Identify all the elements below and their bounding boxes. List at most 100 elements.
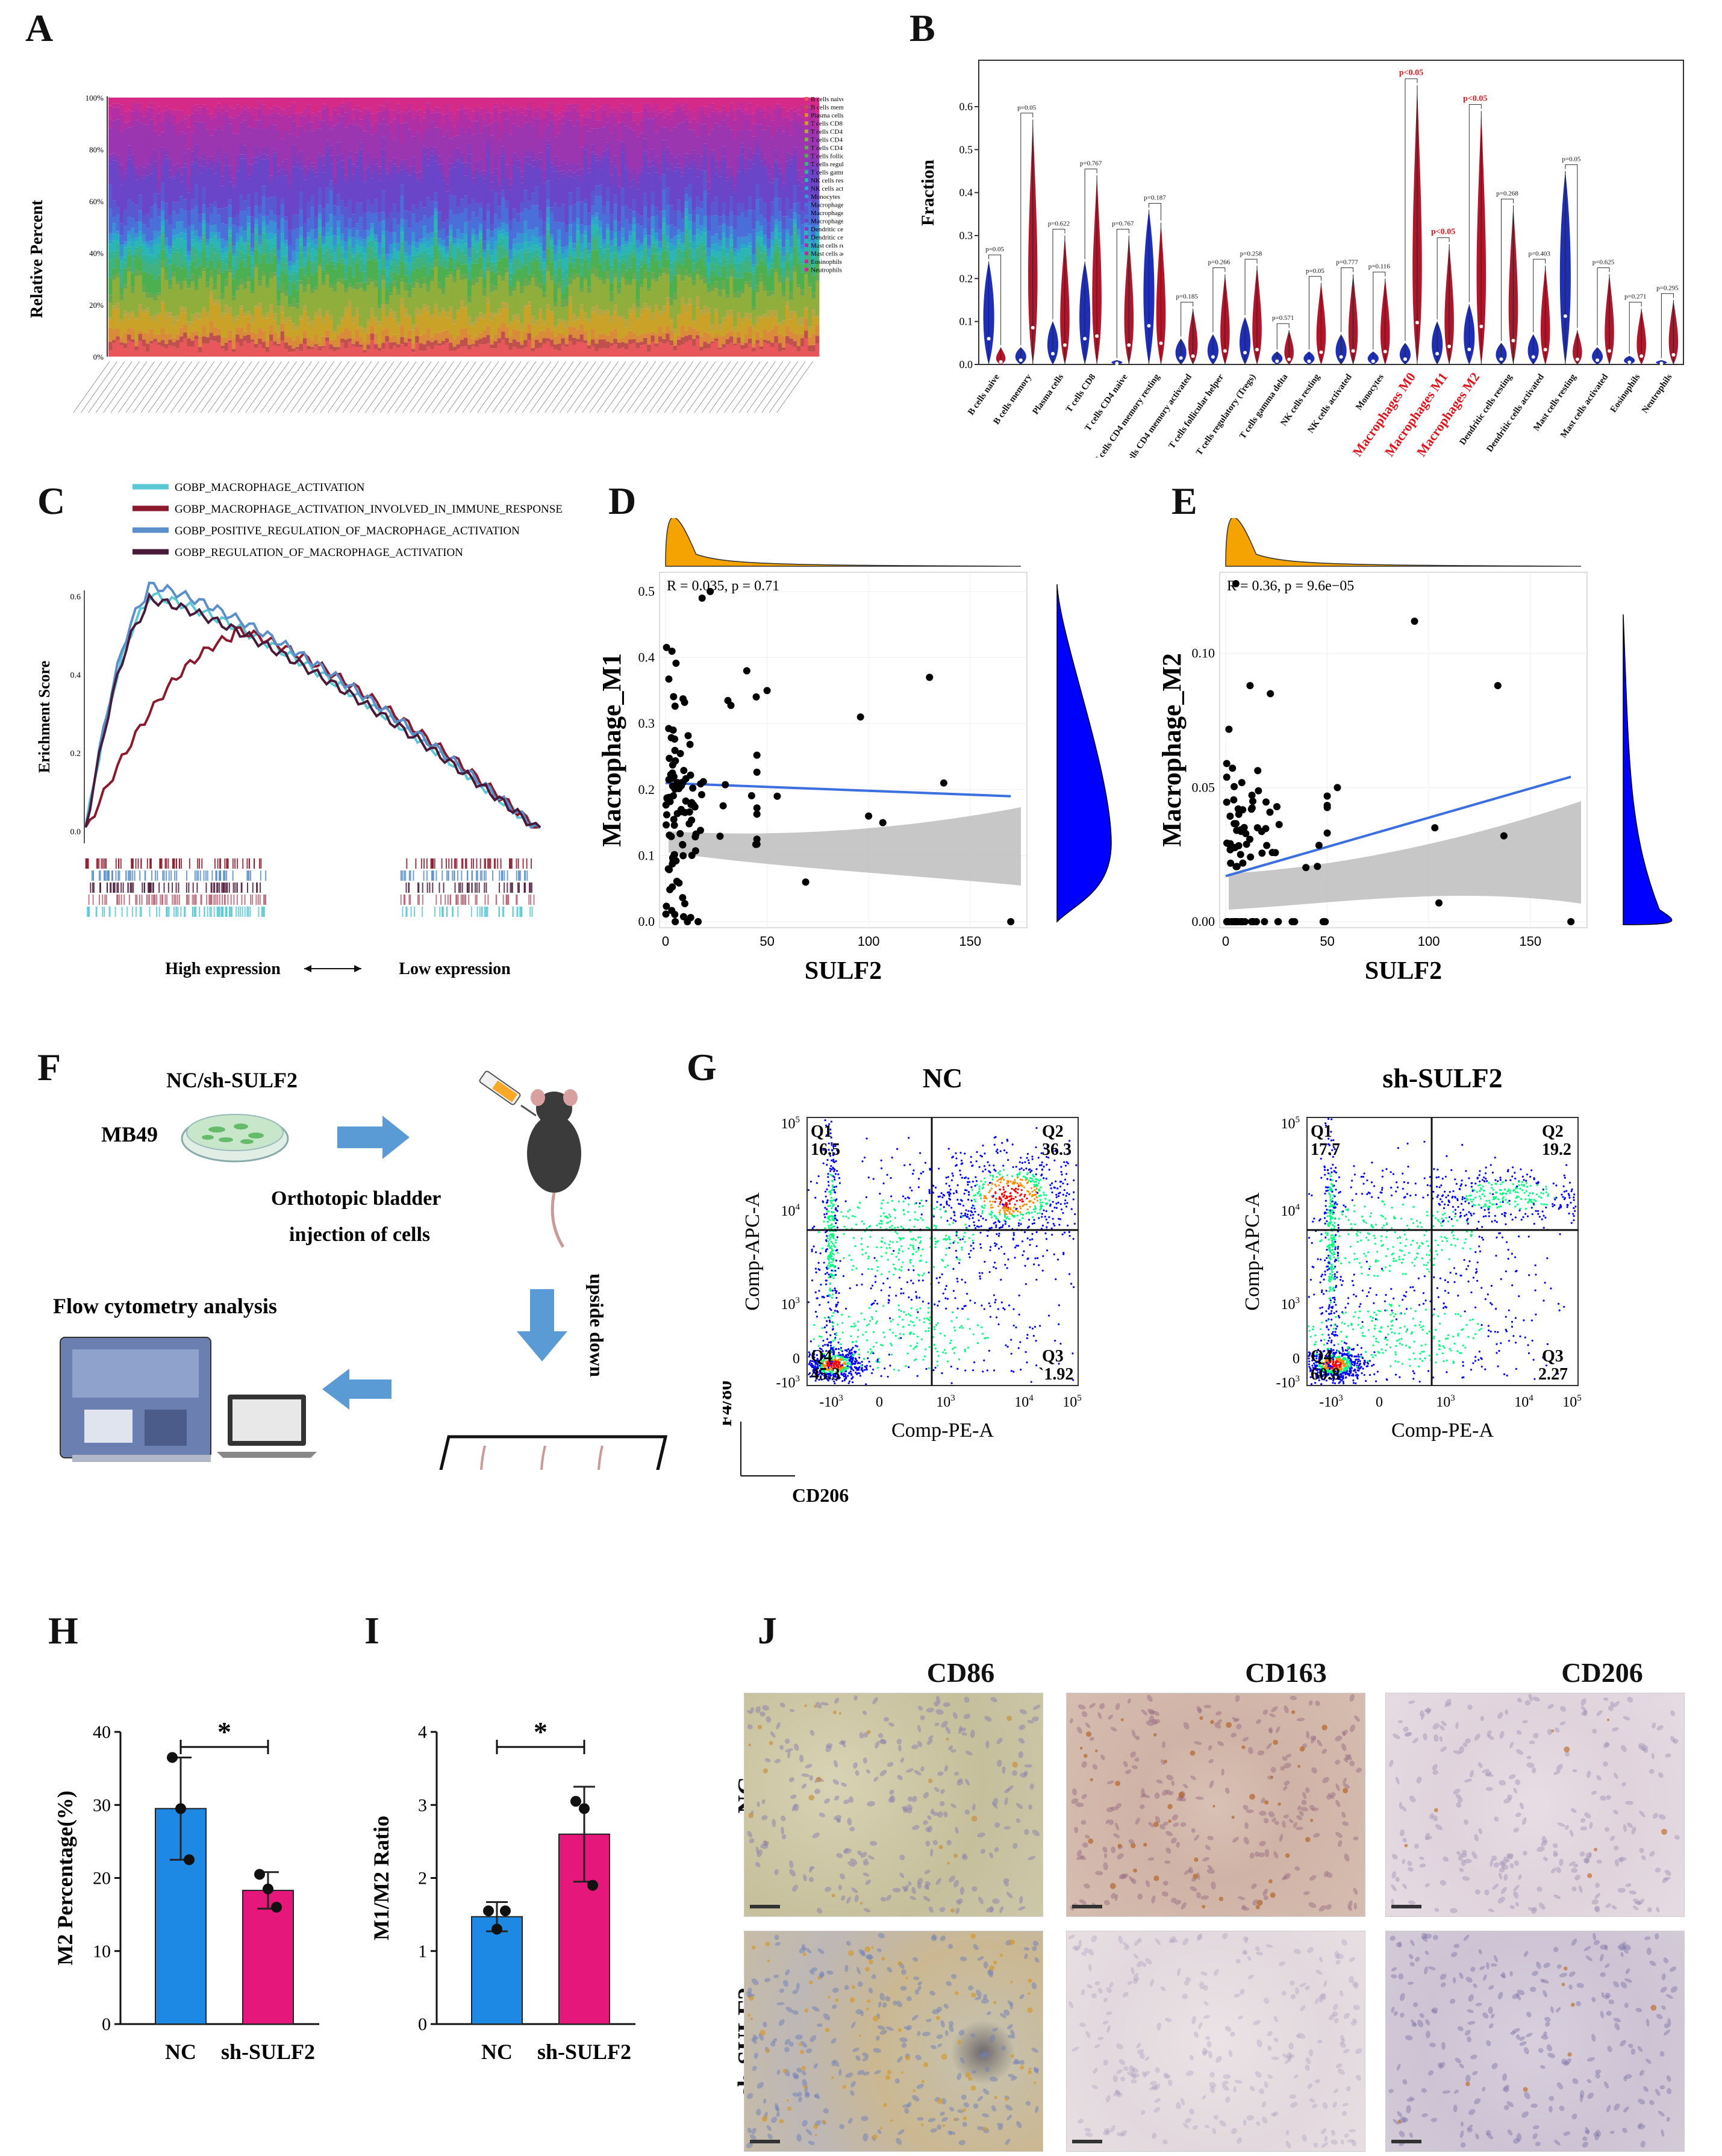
- panel-a-bar-segment: [542, 222, 547, 235]
- panel-a-bar-segment: [610, 108, 614, 113]
- panel-a-bar-segment: [561, 174, 566, 204]
- panel-a-bar-segment: [733, 345, 737, 357]
- panel-a-bar-segment: [190, 106, 195, 114]
- panel-a-bar-segment: [280, 204, 285, 219]
- panel-a-bar-segment: [811, 222, 816, 237]
- panel-a-bar-segment: [654, 239, 659, 242]
- panel-a-xtick-label: [597, 361, 634, 413]
- panel-a-bar-segment: [310, 170, 314, 196]
- panel-a-bar-segment: [142, 233, 146, 242]
- panel-a-bar-segment: [650, 111, 655, 119]
- panel-a-bar-segment: [594, 98, 599, 110]
- panel-a-xtick-label: [110, 361, 148, 413]
- panel-a-bar-segment: [336, 123, 341, 143]
- panel-a-bar-segment: [388, 337, 393, 343]
- panel-a-bar-segment: [740, 243, 745, 249]
- panel-a-bar-segment: [535, 249, 539, 254]
- panel-a-bar-segment: [804, 212, 808, 222]
- panel-a-bar-segment: [725, 127, 730, 167]
- panel-a-bar-segment: [811, 128, 816, 157]
- panel-a-bar-segment: [449, 240, 453, 245]
- panel-a-bar-segment: [419, 98, 423, 110]
- panel-a-bar-segment: [815, 252, 820, 263]
- panel-a-bar-segment: [804, 339, 808, 357]
- panel-a-bar-segment: [804, 270, 808, 274]
- panel-a-bar-segment: [635, 253, 640, 265]
- panel-a-bar-segment: [647, 262, 651, 267]
- panel-a-bar-segment: [632, 211, 637, 218]
- panel-a-bar-segment: [729, 111, 734, 130]
- panel-a-bar-segment: [299, 340, 304, 345]
- panel-a-bar-segment: [307, 278, 311, 285]
- panel-a-bar-segment: [441, 173, 446, 181]
- panel-a-bar-segment: [179, 131, 184, 168]
- panel-a-bar-segment: [209, 135, 214, 157]
- panel-a-legend-swatch: [805, 267, 808, 272]
- panel-a-bar-segment: [486, 154, 490, 205]
- panel-a-bar-segment: [307, 349, 311, 357]
- panel-a-bar-segment: [194, 313, 199, 319]
- panel-a-bar-segment: [388, 171, 393, 181]
- panel-a-bar-segment: [632, 304, 637, 311]
- panel-a-bar-segment: [131, 167, 135, 203]
- panel-a-bar-segment: [546, 110, 551, 125]
- panel-a-bar-segment: [344, 180, 348, 183]
- panel-a-bar-segment: [467, 278, 472, 297]
- panel-a-xtick-label: [731, 361, 769, 413]
- panel-a-bar-segment: [725, 177, 730, 181]
- panel-a-bar-segment: [478, 277, 483, 313]
- panel-a-bar-segment: [811, 298, 816, 310]
- panel-a-bar-segment: [378, 348, 382, 351]
- panel-a-bar-segment: [800, 272, 805, 290]
- panel-a-bar-segment: [471, 322, 476, 327]
- panel-a-bar-segment: [546, 229, 551, 234]
- panel-a-bar-segment: [359, 142, 363, 149]
- panel-a-bar-segment: [332, 261, 337, 264]
- panel-a-bar-segment: [493, 313, 498, 316]
- panel-a-bar-segment: [516, 243, 520, 251]
- panel-a-bar-segment: [236, 256, 240, 270]
- panel-a-bar-segment: [243, 210, 248, 231]
- panel-a-bar-segment: [164, 334, 169, 344]
- panel-a-bar-segment: [587, 257, 591, 262]
- panel-a-bar-segment: [205, 160, 210, 163]
- panel-a-bar-segment: [449, 230, 453, 237]
- panel-a-bar-segment: [190, 224, 195, 232]
- panel-a-bar-segment: [415, 242, 419, 249]
- panel-a-bar-segment: [138, 237, 143, 245]
- panel-a-bar-segment: [153, 204, 158, 231]
- panel-a-bar-segment: [280, 161, 285, 169]
- panel-a-bar-segment: [707, 256, 711, 263]
- panel-a-bar-segment: [639, 257, 644, 260]
- panel-a-bar-segment: [699, 169, 703, 202]
- panel-a-bar-segment: [647, 309, 651, 333]
- panel-a-bar-segment: [579, 310, 584, 324]
- panel-a-bar-segment: [635, 124, 640, 137]
- panel-a-bar-segment: [437, 98, 442, 108]
- panel-a-bar-segment: [452, 246, 457, 259]
- panel-a-bar-segment: [112, 280, 116, 306]
- panel-a-bar-segment: [516, 314, 520, 321]
- panel-a-bar-segment: [516, 259, 520, 269]
- panel-a-bar-segment: [639, 242, 644, 246]
- panel-a-bar-segment: [752, 113, 756, 124]
- panel-a-bar-segment: [714, 334, 719, 339]
- panel-a-bar-segment: [535, 186, 539, 205]
- panel-a-bar-segment: [351, 109, 356, 119]
- panel-a-bar-segment: [393, 249, 397, 258]
- panel-a-bar-segment: [572, 313, 576, 322]
- panel-a-bar-segment: [748, 281, 752, 288]
- panel-a-bar-segment: [116, 98, 120, 104]
- panel-a-bar-segment: [415, 111, 419, 116]
- panel-a-bar-segment: [302, 131, 307, 167]
- panel-a-bar-segment: [602, 110, 607, 128]
- panel-a-bar-segment: [684, 157, 689, 166]
- panel-a-bar-segment: [134, 120, 139, 168]
- panel-a-bar-segment: [583, 343, 588, 357]
- panel-a-bar-segment: [654, 346, 659, 357]
- panel-a-bar-segment: [471, 285, 476, 323]
- panel-a-bar-segment: [564, 336, 569, 345]
- panel-a-bar-segment: [658, 113, 663, 126]
- panel-a-bar-segment: [549, 207, 554, 213]
- panel-a-bar-segment: [662, 189, 666, 210]
